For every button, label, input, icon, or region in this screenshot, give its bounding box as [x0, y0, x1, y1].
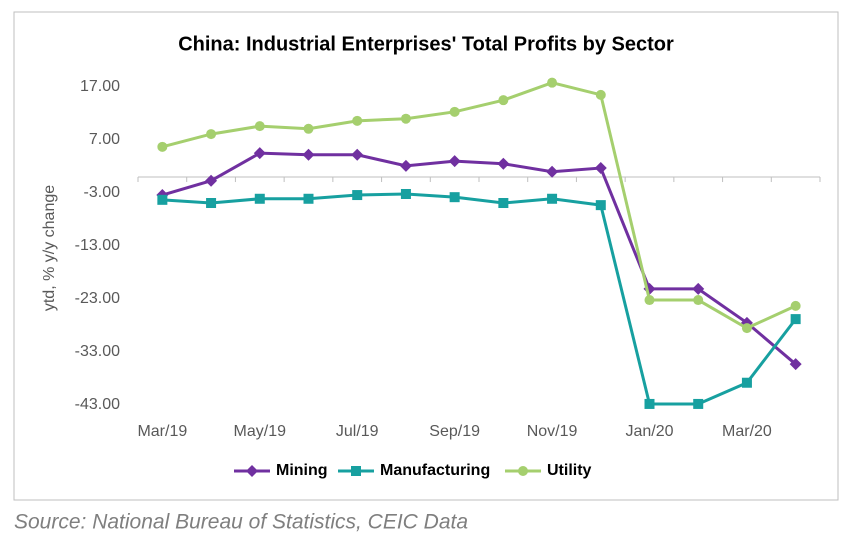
- legend-swatch-marker: [351, 466, 361, 476]
- source-note: Source: National Bureau of Statistics, C…: [14, 511, 468, 534]
- data-point: [157, 141, 168, 152]
- data-point: [351, 148, 364, 161]
- data-point: [595, 89, 606, 100]
- x-tick-label: May/19: [234, 423, 287, 440]
- y-axis-label: ytd, % y/y change: [41, 185, 58, 311]
- data-point: [253, 147, 266, 160]
- x-tick-label: Nov/19: [527, 423, 578, 440]
- x-tick-label: Mar/20: [722, 423, 772, 440]
- data-point: [302, 148, 315, 161]
- y-tick-label: -43.00: [75, 396, 120, 413]
- data-point: [205, 174, 218, 187]
- data-point: [497, 157, 510, 170]
- data-point: [644, 295, 655, 306]
- data-point: [498, 95, 509, 106]
- x-tick-label: Mar/19: [137, 423, 187, 440]
- data-point: [741, 377, 752, 388]
- data-point: [547, 77, 558, 88]
- data-point: [303, 193, 314, 204]
- data-point: [594, 162, 607, 175]
- y-tick-label: -13.00: [75, 237, 120, 254]
- chart-border: [13, 11, 839, 501]
- data-point: [206, 198, 217, 209]
- data-point: [498, 198, 509, 209]
- data-point: [448, 155, 461, 168]
- data-point: [399, 159, 412, 172]
- data-point: [400, 113, 411, 124]
- data-point: [595, 200, 606, 211]
- data-point: [352, 115, 363, 126]
- x-tick-label: Sep/19: [429, 423, 480, 440]
- x-tick-label: Jan/20: [625, 423, 673, 440]
- data-point: [692, 282, 705, 295]
- data-point: [693, 295, 704, 306]
- data-point: [644, 398, 655, 409]
- data-point: [546, 165, 559, 178]
- data-point: [693, 398, 704, 409]
- data-point: [449, 106, 460, 117]
- y-tick-label: -33.00: [75, 343, 120, 360]
- y-tick-label: -3.00: [84, 184, 121, 201]
- x-tick-label: Jul/19: [336, 423, 379, 440]
- data-point: [206, 129, 217, 140]
- data-point: [254, 193, 265, 204]
- data-point: [254, 121, 265, 132]
- legend-label: Manufacturing: [380, 462, 490, 479]
- data-point: [400, 188, 411, 199]
- y-tick-label: 7.00: [89, 131, 120, 148]
- data-point: [790, 300, 801, 311]
- data-point: [303, 123, 314, 134]
- data-point: [547, 193, 558, 204]
- series-line: [161, 81, 797, 330]
- data-point: [449, 192, 460, 203]
- legend-swatch-marker: [518, 466, 528, 476]
- chart-title: China: Industrial Enterprises' Total Pro…: [178, 33, 674, 55]
- y-tick-label: -23.00: [75, 290, 120, 307]
- legend-swatch-marker: [246, 465, 258, 477]
- legend-label: Utility: [547, 462, 592, 479]
- data-point: [789, 358, 802, 371]
- data-point: [790, 314, 801, 325]
- data-point: [352, 190, 363, 201]
- data-point: [741, 323, 752, 334]
- y-tick-label: 17.00: [80, 78, 120, 95]
- data-point: [157, 194, 168, 205]
- series-line: [162, 192, 797, 406]
- series-line: [161, 151, 797, 366]
- legend-label: Mining: [276, 462, 328, 479]
